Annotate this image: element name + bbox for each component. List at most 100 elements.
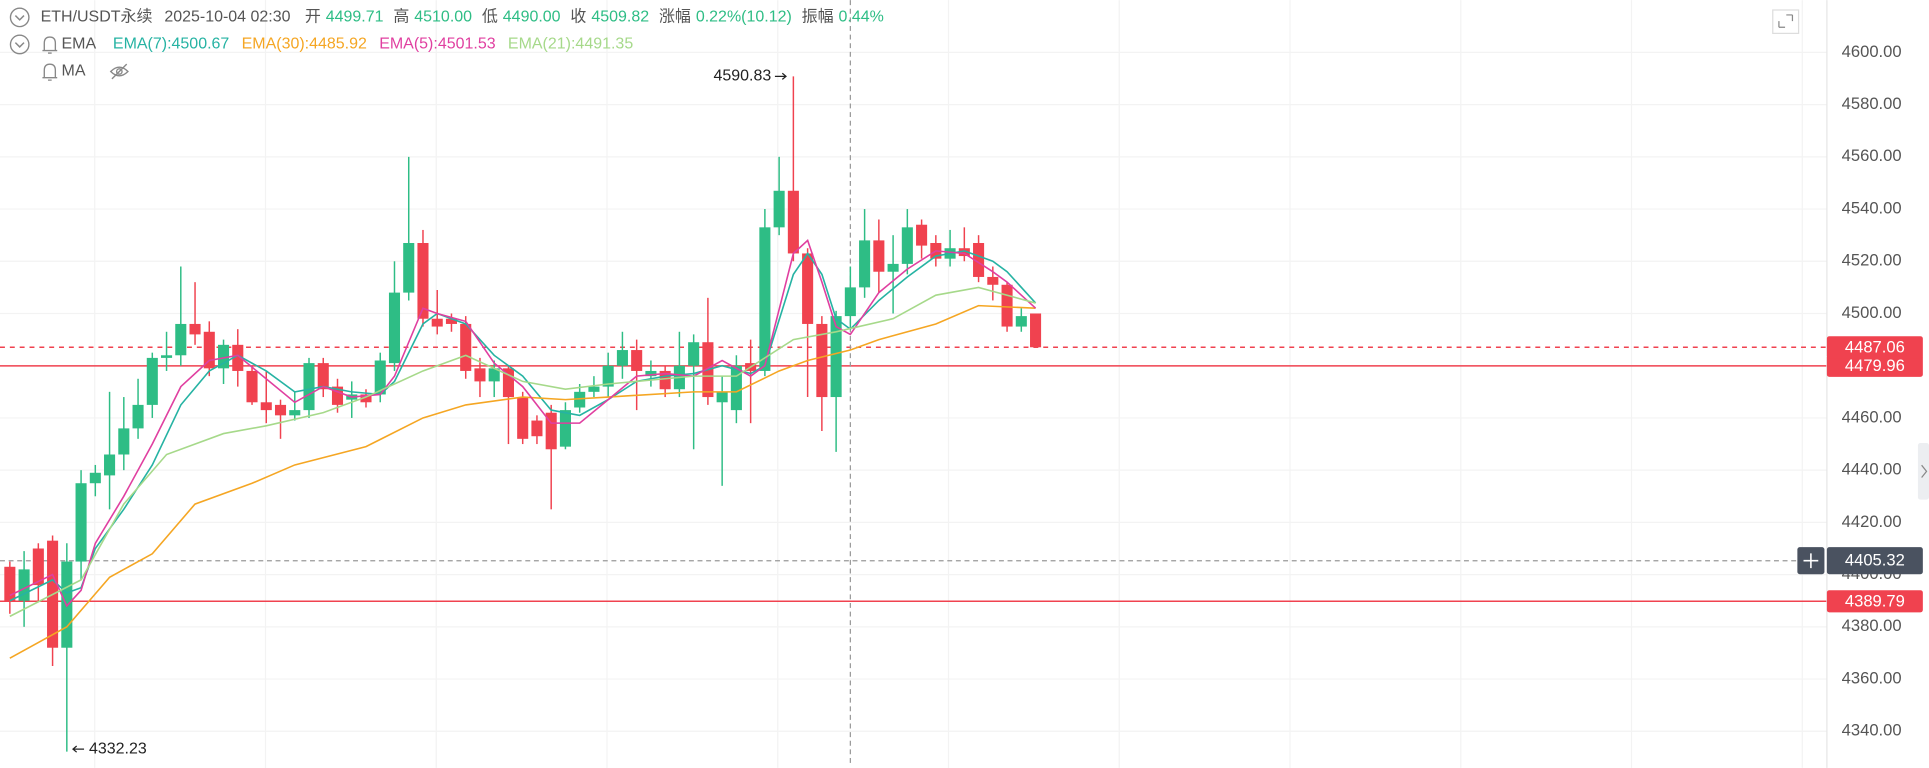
candle-body bbox=[688, 342, 700, 366]
candle-body bbox=[502, 368, 514, 398]
indicator-name: MA bbox=[62, 63, 86, 80]
candle-body bbox=[759, 227, 771, 371]
candle-body bbox=[132, 404, 144, 429]
candle-body bbox=[588, 386, 600, 392]
y-tick-label: 4560.00 bbox=[1842, 146, 1902, 165]
candle-body bbox=[1001, 284, 1013, 327]
y-tick-label: 4380.00 bbox=[1842, 616, 1902, 635]
grid bbox=[0, 0, 1827, 768]
low-annotation: 4332.23 bbox=[89, 740, 147, 757]
candle-body bbox=[75, 483, 87, 562]
candle-body bbox=[816, 323, 828, 398]
candle-body bbox=[631, 350, 643, 371]
header-label: 收 bbox=[570, 8, 586, 26]
candle-body bbox=[417, 243, 429, 319]
ema-line bbox=[9, 250, 1037, 602]
candle-body bbox=[616, 350, 628, 366]
ema-line bbox=[9, 304, 1036, 659]
candle-body bbox=[488, 368, 500, 382]
candle-body bbox=[104, 454, 116, 476]
candle-body bbox=[388, 292, 401, 364]
fullscreen-button[interactable] bbox=[1772, 9, 1800, 34]
price-tag bbox=[1826, 354, 1923, 377]
candle-body bbox=[175, 323, 187, 356]
low-arrow bbox=[72, 745, 85, 753]
high-annotation: 4590.83 bbox=[713, 68, 771, 85]
candle-body bbox=[531, 420, 543, 437]
candle-body bbox=[203, 331, 215, 369]
header-value: 0.22%(10.12) bbox=[696, 9, 792, 26]
y-tick-label: 4520.00 bbox=[1842, 251, 1902, 270]
candle-body bbox=[89, 472, 101, 484]
high-arrow bbox=[774, 72, 787, 80]
candle-body bbox=[260, 402, 272, 411]
candle-body bbox=[4, 566, 16, 601]
candle-body bbox=[559, 410, 571, 447]
candle-body bbox=[958, 248, 970, 257]
candle-body bbox=[403, 243, 415, 293]
candle-body bbox=[802, 253, 814, 324]
price-tag-label: 4389.79 bbox=[1845, 591, 1905, 610]
candles bbox=[4, 76, 1042, 752]
legend-entry: EMA(7):4500.67 bbox=[113, 36, 230, 53]
candle-body bbox=[787, 190, 799, 254]
plus-icon bbox=[1803, 553, 1819, 569]
header-items: 开 4499.71 高 4510.00 低 4490.00 收 4509.82 涨幅 0.22%(… bbox=[305, 8, 884, 26]
y-tick-label: 4580.00 bbox=[1842, 94, 1902, 113]
candle-body bbox=[146, 357, 158, 405]
collapse-icon[interactable] bbox=[9, 34, 30, 55]
bell-icon[interactable] bbox=[42, 63, 58, 81]
ema-legend: EMA EMA(7):4500.67 EMA(30):4485.92 EMA(5):… bbox=[62, 36, 634, 53]
y-tick-label: 4440.00 bbox=[1842, 460, 1902, 479]
header-value: 4490.00 bbox=[503, 9, 561, 26]
price-tag bbox=[1826, 590, 1923, 613]
candle-body bbox=[830, 316, 842, 398]
add-order-button[interactable] bbox=[1797, 547, 1825, 575]
candle-body bbox=[189, 323, 201, 335]
y-tick-label: 4600.00 bbox=[1842, 42, 1902, 61]
bell-icon[interactable] bbox=[42, 36, 58, 54]
visibility-icon[interactable] bbox=[109, 63, 129, 80]
candle-body bbox=[987, 276, 999, 285]
side-panel-toggle[interactable] bbox=[1917, 443, 1929, 500]
candle-body bbox=[217, 344, 230, 369]
candle-body bbox=[602, 365, 614, 387]
header-label: 涨幅 bbox=[659, 8, 691, 26]
y-tick-label: 4500.00 bbox=[1842, 303, 1902, 322]
candle-body bbox=[317, 363, 329, 390]
candle-body bbox=[246, 370, 258, 403]
candle-body bbox=[844, 287, 856, 317]
ema-lines bbox=[9, 239, 1037, 659]
header-label: 低 bbox=[482, 8, 498, 26]
candle-body bbox=[716, 391, 728, 403]
candle-body bbox=[331, 386, 344, 405]
ohlc-header: ETH/USDT永续 2025-10-04 02:30 开 4499.71 高 451… bbox=[41, 8, 884, 26]
ema-line bbox=[9, 286, 1036, 618]
candle-body bbox=[460, 323, 472, 371]
price-tags: 4479.96 4389.79 4487.06 4405.32 4590.83 4332.… bbox=[72, 68, 1923, 757]
price-tag bbox=[1826, 336, 1923, 359]
crosshair-tag-label: 4405.32 bbox=[1845, 551, 1905, 570]
candle-body bbox=[289, 410, 301, 416]
candle-body bbox=[274, 404, 287, 416]
candle-body bbox=[730, 365, 742, 411]
candle-body bbox=[445, 318, 458, 324]
y-tick-label: 4340.00 bbox=[1842, 721, 1902, 740]
datetime: 2025-10-04 02:30 bbox=[164, 9, 290, 26]
candle-body bbox=[517, 397, 529, 439]
candle-body bbox=[873, 240, 885, 272]
candle-body bbox=[659, 370, 671, 390]
collapse-icon[interactable] bbox=[9, 7, 30, 28]
candle-body bbox=[232, 344, 244, 371]
candle-body bbox=[118, 428, 130, 455]
candle-body bbox=[773, 190, 785, 228]
candle-body bbox=[32, 548, 44, 586]
candle-body bbox=[431, 318, 443, 327]
legend-entry: EMA(30):4485.92 bbox=[242, 36, 367, 53]
candle-body bbox=[545, 412, 557, 450]
price-tag-label: 4479.96 bbox=[1845, 356, 1905, 375]
header-value: 4509.82 bbox=[591, 9, 649, 26]
candle-body bbox=[887, 263, 899, 272]
